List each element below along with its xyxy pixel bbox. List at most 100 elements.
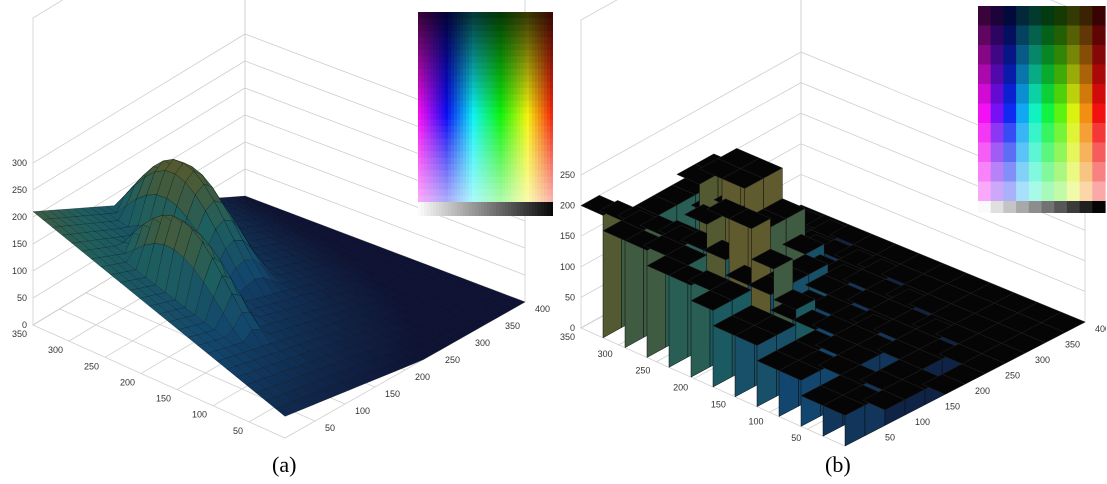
palette-cell: [1041, 181, 1055, 202]
palette-cell: [460, 113, 464, 121]
palette-cell: [514, 138, 518, 146]
palette-cell: [505, 107, 509, 114]
palette-cell: [427, 126, 431, 133]
palette-cell: [520, 62, 524, 70]
palette-cell: [517, 12, 521, 19]
palette-cell: [1028, 181, 1043, 202]
palette-cell: [472, 151, 476, 159]
palette-cell: [538, 94, 542, 102]
palette-cell: [1054, 123, 1068, 144]
palette-cell: [1016, 45, 1030, 66]
palette-cell: [445, 43, 449, 51]
palette-cell: [526, 138, 530, 146]
palette-cell: [487, 50, 491, 57]
palette-cell: [487, 56, 491, 64]
palette-cell: [550, 170, 553, 178]
palette-cell: [529, 113, 533, 121]
palette-cell: [523, 88, 527, 95]
palette-cell: [442, 107, 446, 114]
palette-cell: [547, 69, 551, 76]
palette-cell: [466, 126, 470, 133]
palette-cell: [469, 75, 473, 83]
palette-cell: [463, 50, 467, 57]
palette-cell: [978, 45, 992, 66]
palette-gray-cell: [505, 202, 509, 216]
palette-cell: [1066, 142, 1081, 163]
palette-cell: [454, 176, 458, 184]
palette-cell: [418, 107, 422, 114]
palette-cell: [535, 107, 539, 114]
palette-cell: [505, 50, 509, 57]
palette-cell: [532, 18, 536, 26]
palette-cell: [517, 119, 521, 127]
palette-cell: [532, 56, 536, 64]
palette-cell: [475, 138, 479, 146]
palette-cell: [544, 88, 548, 95]
palette-cell: [445, 75, 449, 83]
palette-cell: [517, 157, 521, 165]
palette-cell: [1016, 142, 1030, 163]
palette-cell: [550, 88, 553, 95]
palette-cell: [547, 170, 551, 178]
palette-cell: [454, 43, 458, 51]
palette-cell: [517, 176, 521, 184]
palette-cell: [442, 183, 446, 190]
palette-cell: [475, 176, 479, 184]
caption-b: (b): [825, 452, 851, 477]
palette-cell: [541, 18, 545, 26]
palette-cell: [505, 12, 509, 19]
palette-cell: [493, 183, 497, 190]
palette-cell: [550, 94, 553, 102]
palette-cell: [538, 164, 542, 171]
palette-cell: [442, 56, 446, 64]
palette-cell: [529, 62, 533, 70]
palette-cell: [478, 43, 482, 51]
block-top: [762, 198, 806, 219]
palette-cell: [526, 94, 530, 102]
palette-cell: [538, 113, 542, 121]
palette-cell: [529, 81, 533, 89]
palette-cell: [427, 132, 431, 140]
palette-cell: [502, 94, 506, 102]
palette-cell: [535, 81, 539, 89]
palette-cell: [460, 151, 464, 159]
palette-cell: [454, 151, 458, 159]
palette-cell: [523, 50, 527, 57]
palette-cell: [436, 24, 440, 32]
palette-cell: [550, 107, 553, 114]
palette-cell: [454, 50, 458, 57]
palette-cell: [496, 183, 500, 190]
palette-cell: [466, 170, 470, 178]
palette-gray-cell: [436, 202, 440, 216]
palette-cell: [418, 31, 422, 38]
palette-cell: [454, 94, 458, 102]
palette-cell: [523, 100, 527, 108]
palette-cell: [466, 37, 470, 45]
palette-cell: [463, 88, 467, 95]
palette-cell: [508, 12, 512, 19]
palette-cell: [517, 24, 521, 32]
palette-cell: [1003, 64, 1017, 85]
palette-cell: [538, 138, 542, 146]
palette-cell: [484, 50, 488, 57]
palette-cell: [445, 100, 449, 108]
palette-cell: [493, 24, 497, 32]
palette-cell: [490, 88, 494, 95]
palette-cell: [541, 88, 545, 95]
palette-cell: [1028, 103, 1043, 124]
palette-cell: [463, 31, 467, 38]
palette-cell: [505, 43, 509, 51]
palette-cell: [493, 189, 497, 197]
z-tick-label: 100: [560, 262, 575, 272]
palette-cell: [439, 113, 443, 121]
palette-cell: [514, 94, 518, 102]
palette-cell: [490, 113, 494, 121]
palette-cell: [436, 107, 440, 114]
palette-cell: [496, 132, 500, 140]
y-tick-label: 200: [673, 383, 688, 393]
palette-cell: [544, 43, 548, 51]
palette-cell: [508, 37, 512, 45]
palette-cell: [484, 183, 488, 190]
palette-cell: [427, 37, 431, 45]
palette-cell: [508, 164, 512, 171]
